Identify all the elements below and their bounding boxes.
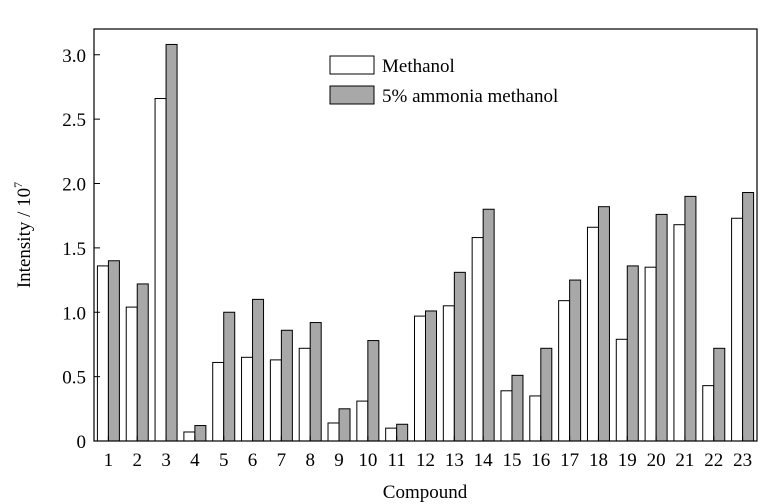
x-tick-label: 2: [132, 450, 142, 471]
x-tick-label: 4: [190, 450, 200, 471]
bar-ammonia-15: [511, 374, 524, 442]
bar-methanol-21: [673, 224, 686, 442]
x-tick-label: 18: [589, 450, 608, 471]
bar-ammonia-19: [626, 265, 639, 442]
x-tick-label: 17: [560, 450, 579, 471]
bar-ammonia-11: [396, 423, 409, 442]
bar-methanol-10: [356, 400, 369, 442]
bar-ammonia-4: [194, 425, 207, 442]
x-tick-label: 14: [474, 450, 494, 471]
x-tick-label: 21: [675, 450, 694, 471]
x-tick-label: 23: [733, 450, 752, 471]
x-tick-label: 1: [104, 450, 114, 471]
y-axis-title: Intensity / 107: [11, 182, 35, 288]
bar-methanol-3: [154, 98, 167, 442]
bar-methanol-15: [500, 390, 513, 442]
bar-methanol-16: [529, 395, 542, 442]
bar-methanol-2: [125, 306, 138, 442]
bar-ammonia-20: [655, 213, 668, 442]
bar-ammonia-14: [482, 208, 495, 442]
bar-ammonia-12: [425, 310, 437, 442]
bar-ammonia-6: [252, 298, 265, 442]
bar-methanol-23: [731, 217, 744, 442]
x-tick-label: 20: [647, 450, 666, 471]
bar-methanol-14: [471, 237, 484, 442]
bar-methanol-1: [96, 265, 109, 442]
y-tick-label: 0: [77, 432, 87, 453]
bar-methanol-7: [269, 359, 282, 442]
legend: Methanol 5% ammonia methanol: [329, 55, 558, 107]
x-tick-label: 12: [416, 450, 435, 471]
legend-label-ammonia: 5% ammonia methanol: [382, 86, 558, 107]
bar-ammonia-5: [223, 311, 236, 442]
x-tick-label: 10: [358, 450, 377, 471]
x-axis: 1 2 3 4 5 6 7 8 9 10 11 12 13 14 15 16 17 18 19 20 21 22 23: [104, 436, 752, 471]
bar-methanol-9: [327, 422, 340, 442]
legend-label-methanol: Methanol: [382, 56, 455, 77]
x-tick-label: 5: [219, 450, 229, 471]
bar-methanol-8: [298, 347, 311, 442]
x-tick-label: 8: [305, 450, 315, 471]
x-tick-label: 13: [445, 450, 464, 471]
bar-ammonia-23: [742, 192, 755, 442]
bar-ammonia-3: [165, 43, 178, 442]
x-tick-label: 6: [248, 450, 258, 471]
x-tick-label: 7: [277, 450, 287, 471]
bar-ammonia-16: [540, 347, 553, 442]
bars-layer: [96, 43, 755, 442]
y-tick-label: 2.0: [62, 175, 86, 196]
x-tick-label: 9: [334, 450, 344, 471]
bar-ammonia-13: [453, 271, 466, 442]
bar-methanol-11: [385, 427, 398, 442]
x-axis-title: Compound: [383, 482, 468, 503]
y-tick-label: 1.0: [62, 303, 86, 324]
bar-ammonia-7: [280, 329, 293, 442]
bar-methanol-4: [183, 431, 196, 442]
bar-ammonia-10: [367, 340, 380, 442]
y-tick-label: 2.5: [62, 110, 86, 131]
y-axis-title-base: Intensity / 10: [14, 188, 35, 288]
x-tick-label: 3: [161, 450, 171, 471]
bar-ammonia-21: [684, 195, 697, 442]
y-axis: 0 0.5 1.0 1.5 2.0 2.5 3.0: [62, 46, 100, 453]
x-tick-label: 15: [502, 450, 521, 471]
x-tick-label: 22: [704, 450, 723, 471]
bar-methanol-6: [241, 356, 254, 442]
x-tick-label: 11: [388, 450, 406, 471]
bar-methanol-22: [702, 385, 715, 442]
bar-ammonia-17: [569, 279, 582, 442]
bar-ammonia-22: [713, 347, 726, 442]
bar-methanol-13: [442, 305, 455, 442]
x-tick-label: 19: [618, 450, 637, 471]
x-tick-label: 16: [531, 450, 550, 471]
bar-methanol-12: [414, 315, 426, 442]
bar-methanol-19: [615, 338, 628, 442]
legend-swatch-methanol: [329, 55, 375, 75]
y-tick-label: 1.5: [62, 239, 86, 260]
bar-methanol-5: [212, 361, 225, 442]
y-axis-title-exponent: 7: [11, 182, 25, 188]
y-tick-label: 3.0: [62, 46, 86, 67]
legend-swatch-ammonia: [329, 85, 375, 105]
bar-methanol-18: [586, 226, 599, 442]
bar-ammonia-8: [309, 322, 322, 442]
bar-ammonia-2: [136, 283, 149, 442]
bar-ammonia-9: [338, 408, 351, 442]
bar-ammonia-18: [597, 206, 610, 442]
y-tick-label: 0.5: [62, 368, 86, 389]
bar-methanol-17: [558, 300, 571, 442]
bar-methanol-20: [644, 266, 657, 442]
bar-ammonia-1: [107, 260, 120, 442]
